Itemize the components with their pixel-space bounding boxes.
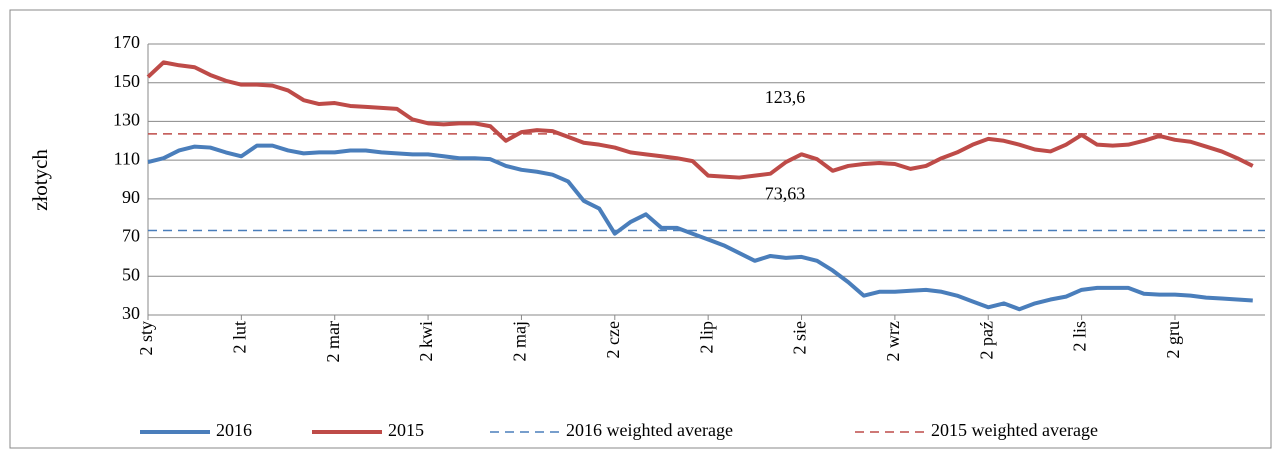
x-tick-label: 2 gru (1163, 321, 1183, 359)
x-tick-label: 2 maj (510, 321, 530, 362)
y-tick-label: 130 (113, 110, 140, 130)
x-tick-label: 2 kwi (416, 321, 436, 362)
legend-label: 2015 weighted average (931, 420, 1098, 440)
x-tick-label: 2 mar (323, 321, 343, 362)
x-tick-label: 2 lis (1070, 321, 1090, 352)
x-tick-label: 2 sty (136, 321, 156, 356)
average-label: 123,6 (765, 87, 806, 107)
legend-label: 2015 (388, 420, 424, 440)
x-tick-label: 2 wrz (883, 321, 903, 361)
y-tick-label: 170 (113, 32, 140, 52)
chart-border (9, 9, 1272, 449)
y-tick-label: 90 (122, 187, 140, 207)
legend-label: 2016 (216, 420, 252, 440)
x-tick-label: 2 paź (976, 321, 996, 359)
y-tick-label: 50 (122, 264, 140, 284)
x-tick-label: 2 lut (229, 321, 249, 354)
legend-label: 2016 weighted average (566, 420, 733, 440)
y-tick-label: 70 (122, 226, 140, 246)
y-axis-label: złotych (28, 149, 52, 211)
y-tick-label: 110 (114, 148, 140, 168)
series-line (147, 143, 1253, 312)
x-tick-label: 2 lip (696, 321, 716, 354)
x-tick-label: 2 cze (603, 321, 623, 358)
average-label: 73,63 (765, 184, 806, 204)
x-tick-label: 2 sie (790, 321, 810, 355)
y-tick-label: 30 (122, 303, 140, 323)
series-line (146, 60, 1254, 180)
y-tick-label: 150 (113, 71, 140, 91)
